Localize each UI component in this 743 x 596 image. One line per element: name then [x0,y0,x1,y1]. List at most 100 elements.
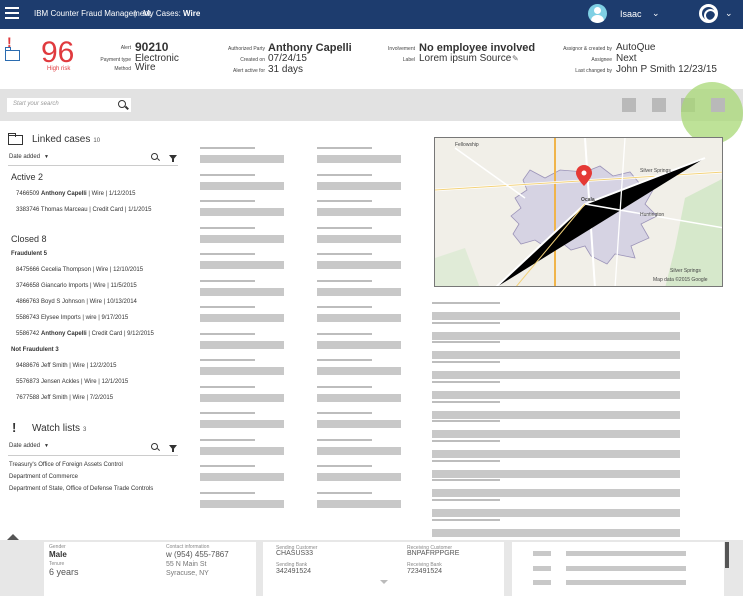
placeholder-bar [566,551,686,556]
case-type-date: | Credit Card | 1/1/2015 [87,207,152,213]
method-value: Wire [135,62,156,73]
alert-id: 90210 [135,40,169,54]
linked-case-row[interactable]: 9488676 Jeff Smith | Wire | 12/2/2015 [16,363,116,369]
caret-down-icon: ▼ [44,443,49,449]
linked-case-row[interactable]: 7677588 Jeff Smith | Wire | 7/2/2015 [16,395,113,401]
placeholder-bar [317,226,372,229]
placeholder-bar [200,340,284,349]
placeholder-bar [432,410,680,419]
transfer-card [263,542,504,596]
fraudulent-group-title: Fraudulent 5 [11,251,48,257]
placeholder-bar [432,489,680,498]
linked-case-row[interactable]: 7466509 Anthony Capelli | Wire | 1/12/20… [16,191,136,197]
assignee-label: Assignee [591,57,612,63]
search-icon[interactable] [118,100,126,108]
map-label-silver-springs-north: Silver Springs [640,168,671,174]
placeholder-bar [200,385,255,388]
toolbar-action-2[interactable] [652,98,666,112]
toolbar-action-1[interactable] [622,98,636,112]
placeholder-bar [533,580,551,585]
watch-lists-filter-icon[interactable] [169,445,177,452]
case-type-date: | wire | 9/17/2015 [80,315,129,321]
touch-highlight [681,82,743,144]
placeholder-bar [200,261,284,269]
map-pin-icon [576,165,592,186]
receiving-bank-label: Receiving Bank [407,562,442,568]
placeholder-bar [317,438,372,441]
placeholder-bar [317,332,372,335]
placeholder-bar [432,321,500,324]
placeholder-bar [432,380,500,383]
watch-list-item[interactable]: Department of State, Office of Defense T… [9,486,154,492]
toolbar-action-4[interactable] [711,98,725,112]
watch-lists-search-icon[interactable] [151,443,158,450]
case-id: 5586743 [16,315,42,321]
authorized-party-label: Authorized Party [228,46,265,52]
search-input[interactable]: Start your search [7,98,131,112]
assignee-value[interactable]: Next [616,53,637,64]
case-party-name: Anthony Capelli [41,191,87,197]
case-party-name: Jensen Ackles [41,379,80,385]
watch-list-exclamation-icon: ! [12,420,17,435]
linked-cases-filter-icon[interactable] [169,155,177,162]
breadcrumb-prefix: My Cases: [143,9,181,18]
tenure-label: Tenure [49,561,65,567]
watch-lists-sort-dropdown[interactable]: Date added ▼ [9,443,49,449]
placeholder-bar [317,279,372,282]
placeholder-bar [317,412,372,414]
linked-case-row[interactable]: 3383746 Thomas Marceau | Credit Card | 1… [16,207,151,213]
case-party-name: Jeff Smith [41,395,68,401]
scrollbar-thumb[interactable] [725,542,729,568]
user-menu-chevron-down-icon[interactable]: ⌄ [652,8,660,18]
placeholder-bar [432,331,680,340]
breadcrumb[interactable]: My Cases: Wire [143,9,200,18]
placeholder-bar [200,359,255,361]
risk-score: 96 [41,36,75,69]
placeholder-bar [533,551,551,556]
placeholder-bar [432,479,500,482]
placeholder-bar [317,200,372,202]
linked-case-row[interactable]: 5586742 Anthony Capelli | Credit Card | … [16,331,154,337]
user-avatar[interactable] [588,4,607,23]
placeholder-bar [200,173,255,176]
alert-label: Alert [120,45,131,51]
map-label-huntington: Huntington [640,212,665,218]
placeholder-bar [200,155,284,163]
watch-list-item[interactable]: Treasury's Office of Foreign Assets Cont… [9,462,123,468]
user-name[interactable]: Isaac [620,9,642,19]
label-label: Label [402,57,415,63]
authorized-party-value[interactable]: Anthony Capelli [268,42,352,54]
hamburger-menu-icon[interactable] [5,7,19,19]
case-type-date: | Wire | 12/1/2015 [79,379,129,385]
watch-list-item[interactable]: Department of Commerce [9,474,79,480]
sending-customer-label: Sending Customer [276,545,318,551]
placeholder-bar [317,420,401,428]
linked-case-row[interactable]: 5576873 Jensen Ackles | Wire | 12/1/2015 [16,379,128,385]
last-changed-value: John P Smith 12/23/15 [616,64,717,75]
linked-cases-sort-dropdown[interactable]: Date added ▼ [9,154,49,160]
caret-down-icon: ▼ [44,154,49,160]
involvement-value: No employee involved [419,42,536,54]
linked-cases-search-icon[interactable] [151,153,158,160]
linked-case-row[interactable]: 8475666 Cecelia Thompson | Wire | 12/10/… [16,267,143,273]
linked-case-row[interactable]: 3746658 Giancarlo Imports | Wire | 11/5/… [16,283,137,289]
contact-phone: w (954) 455-7867 [166,550,229,559]
edit-pencil-icon[interactable]: ✎ [512,54,519,63]
placeholder-bar [317,385,372,388]
placeholder-bar [432,439,500,442]
location-map[interactable]: Fellowship Silver Springs Ocala Huntingt… [434,137,723,287]
collapse-up-icon[interactable] [7,534,19,540]
payment-type-label: Payment type [100,57,131,63]
case-id: 7677588 [16,395,42,401]
placeholder-bar [200,332,255,335]
linked-case-row[interactable]: 4866763 Boyd S Johnson | Wire | 10/13/20… [16,299,137,305]
help-lifebuoy-icon[interactable] [699,4,718,23]
customer-card [44,542,256,596]
help-menu-chevron-down-icon[interactable]: ⌄ [725,8,733,18]
placeholder-bar [566,566,686,571]
placeholder-bar [317,393,401,402]
placeholder-bar [200,306,255,308]
linked-case-row[interactable]: 5586743 Elysee Imports | wire | 9/17/201… [16,315,128,321]
involvement-label: Involvement [388,46,415,52]
case-type-date: | Wire | 10/13/2014 [84,299,137,305]
